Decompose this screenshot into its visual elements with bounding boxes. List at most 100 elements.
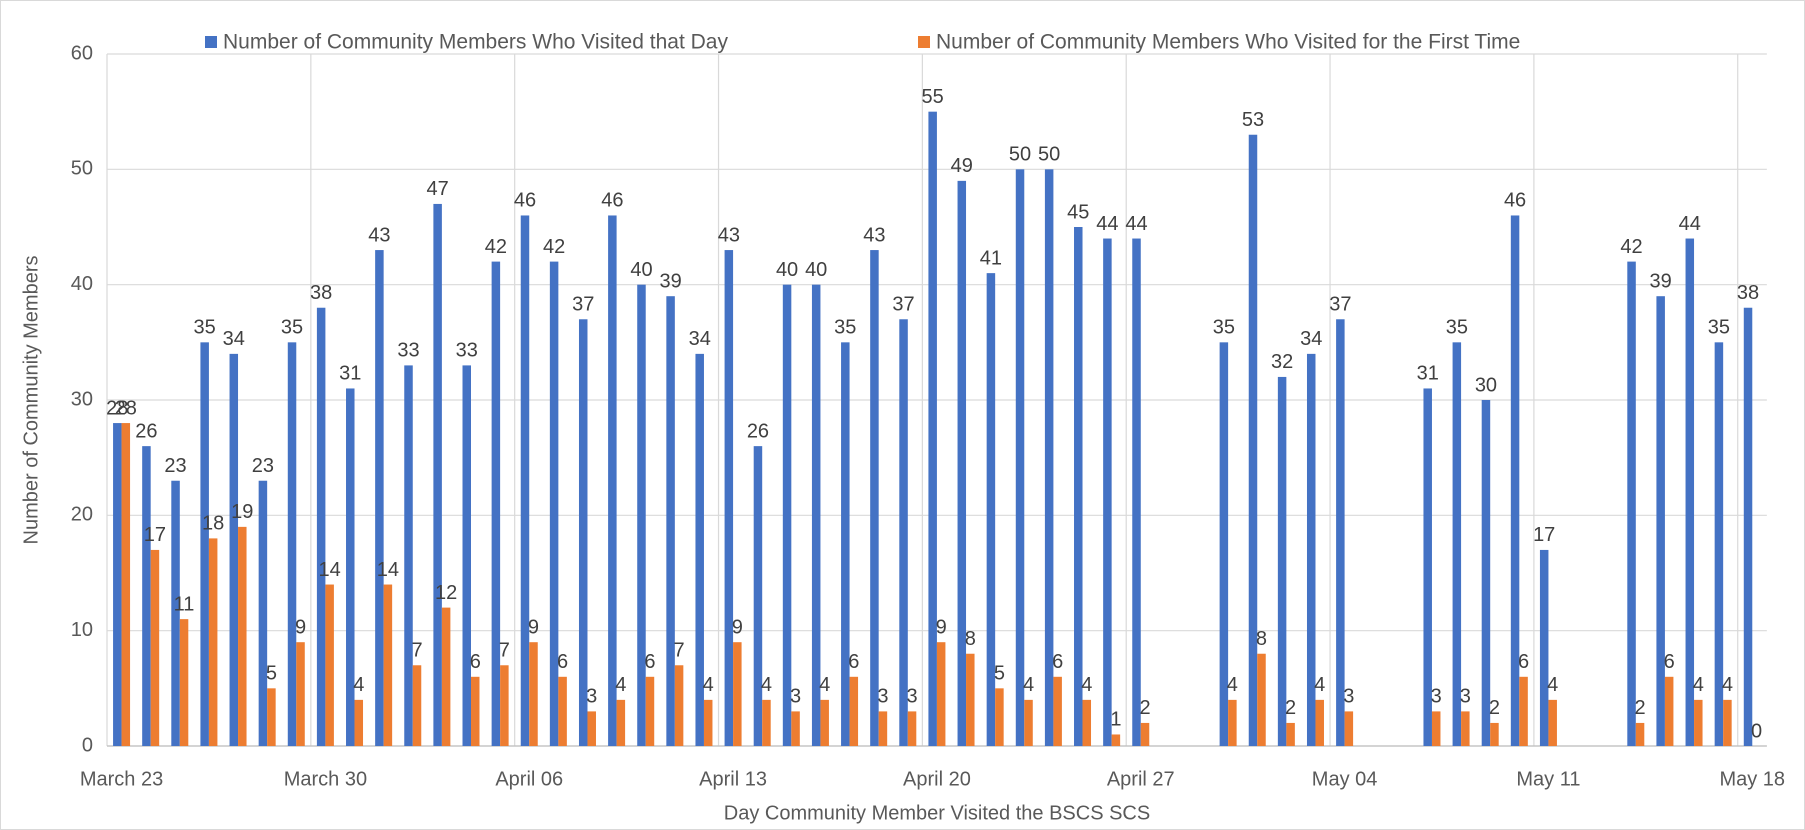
y-tick-label: 10 [71,619,93,641]
data-label: 35 [1708,317,1730,339]
bar [928,111,937,746]
bar [433,203,442,746]
data-label: 8 [1256,628,1267,650]
x-tick-label: April 06 [495,768,563,790]
bar [296,642,305,746]
data-label: 34 [689,328,711,350]
bar [907,711,917,746]
bar [645,676,655,746]
data-label: 55 [922,86,944,108]
bar [1452,342,1462,746]
bar [578,319,588,746]
data-label: 7 [499,640,510,662]
bar [1431,711,1441,746]
bar [1714,342,1724,746]
data-label: 26 [747,420,769,442]
bar [1423,388,1432,746]
data-label: 50 [1038,144,1060,166]
data-label: 50 [1009,144,1031,166]
data-label: 3 [790,686,801,708]
data-label: 9 [936,616,947,638]
x-tick-label: March 30 [284,768,367,790]
y-tick-label: 60 [71,42,93,64]
data-label: 4 [761,674,772,696]
x-tick-label: April 20 [903,768,971,790]
data-label: 4 [1547,674,1558,696]
data-label: 19 [231,501,253,523]
y-axis-title: Number of Community Members [20,256,42,545]
data-label: 28 [106,397,128,419]
data-label: 3 [1431,686,1442,708]
bar [1694,699,1703,746]
y-tick-label: 40 [71,273,93,295]
bar [820,699,829,746]
data-label: 37 [1329,294,1351,316]
bar [1082,699,1092,746]
bar [383,584,393,746]
bar [1344,711,1354,746]
data-label: 17 [1533,524,1555,546]
bar [354,699,364,746]
data-label: 3 [877,686,888,708]
bar [229,353,239,746]
bar [520,215,530,746]
data-label: 31 [339,363,361,385]
bar [1286,722,1295,746]
data-label: 31 [1417,363,1439,385]
legend-label: Number of Community Members Who Visited … [223,31,728,54]
data-label: 2 [1634,697,1645,719]
data-label: 28 [115,397,137,419]
bar [558,676,567,746]
data-label: 43 [718,224,740,246]
bar [549,261,559,746]
bar [608,215,617,746]
data-label: 34 [223,328,245,350]
x-tick-label: April 27 [1107,768,1175,790]
data-label: 41 [980,247,1002,269]
data-label: 49 [951,155,973,177]
bar [1053,676,1062,746]
data-label: 4 [1081,674,1092,696]
bar [287,342,297,746]
bar [171,480,180,746]
bar [471,676,480,746]
data-label: 2 [1489,697,1500,719]
data-label: 35 [834,317,856,339]
bar [1015,169,1025,747]
bar [529,642,538,746]
bar [142,446,151,746]
bar [316,307,326,746]
bar [870,250,879,747]
bar [666,296,675,746]
bar [791,711,800,746]
bar [1315,699,1324,746]
bar [1111,734,1121,746]
data-label: 17 [144,524,166,546]
bar [441,607,451,746]
data-label: 11 [174,593,195,615]
bar [1044,169,1054,747]
data-label: 9 [295,616,306,638]
bar [238,526,247,746]
data-label: 37 [572,294,594,316]
bar [1140,722,1150,746]
bar [1635,722,1645,746]
data-label: 35 [1446,317,1468,339]
bar [500,665,509,746]
data-label: 33 [456,340,478,362]
data-label: 4 [819,674,830,696]
data-label: 44 [1125,213,1147,235]
data-label: 1 [1110,709,1121,731]
data-label: 33 [397,340,419,362]
bar [1656,296,1665,746]
bar [1723,699,1732,746]
data-label: 7 [674,640,685,662]
data-label: 44 [1679,213,1701,235]
bar [1306,353,1316,746]
data-label: 5 [994,663,1005,685]
bar [267,688,276,746]
bar [1627,261,1636,746]
data-label: 35 [281,317,303,339]
data-label: 39 [1650,270,1672,292]
data-label: 42 [485,236,507,258]
